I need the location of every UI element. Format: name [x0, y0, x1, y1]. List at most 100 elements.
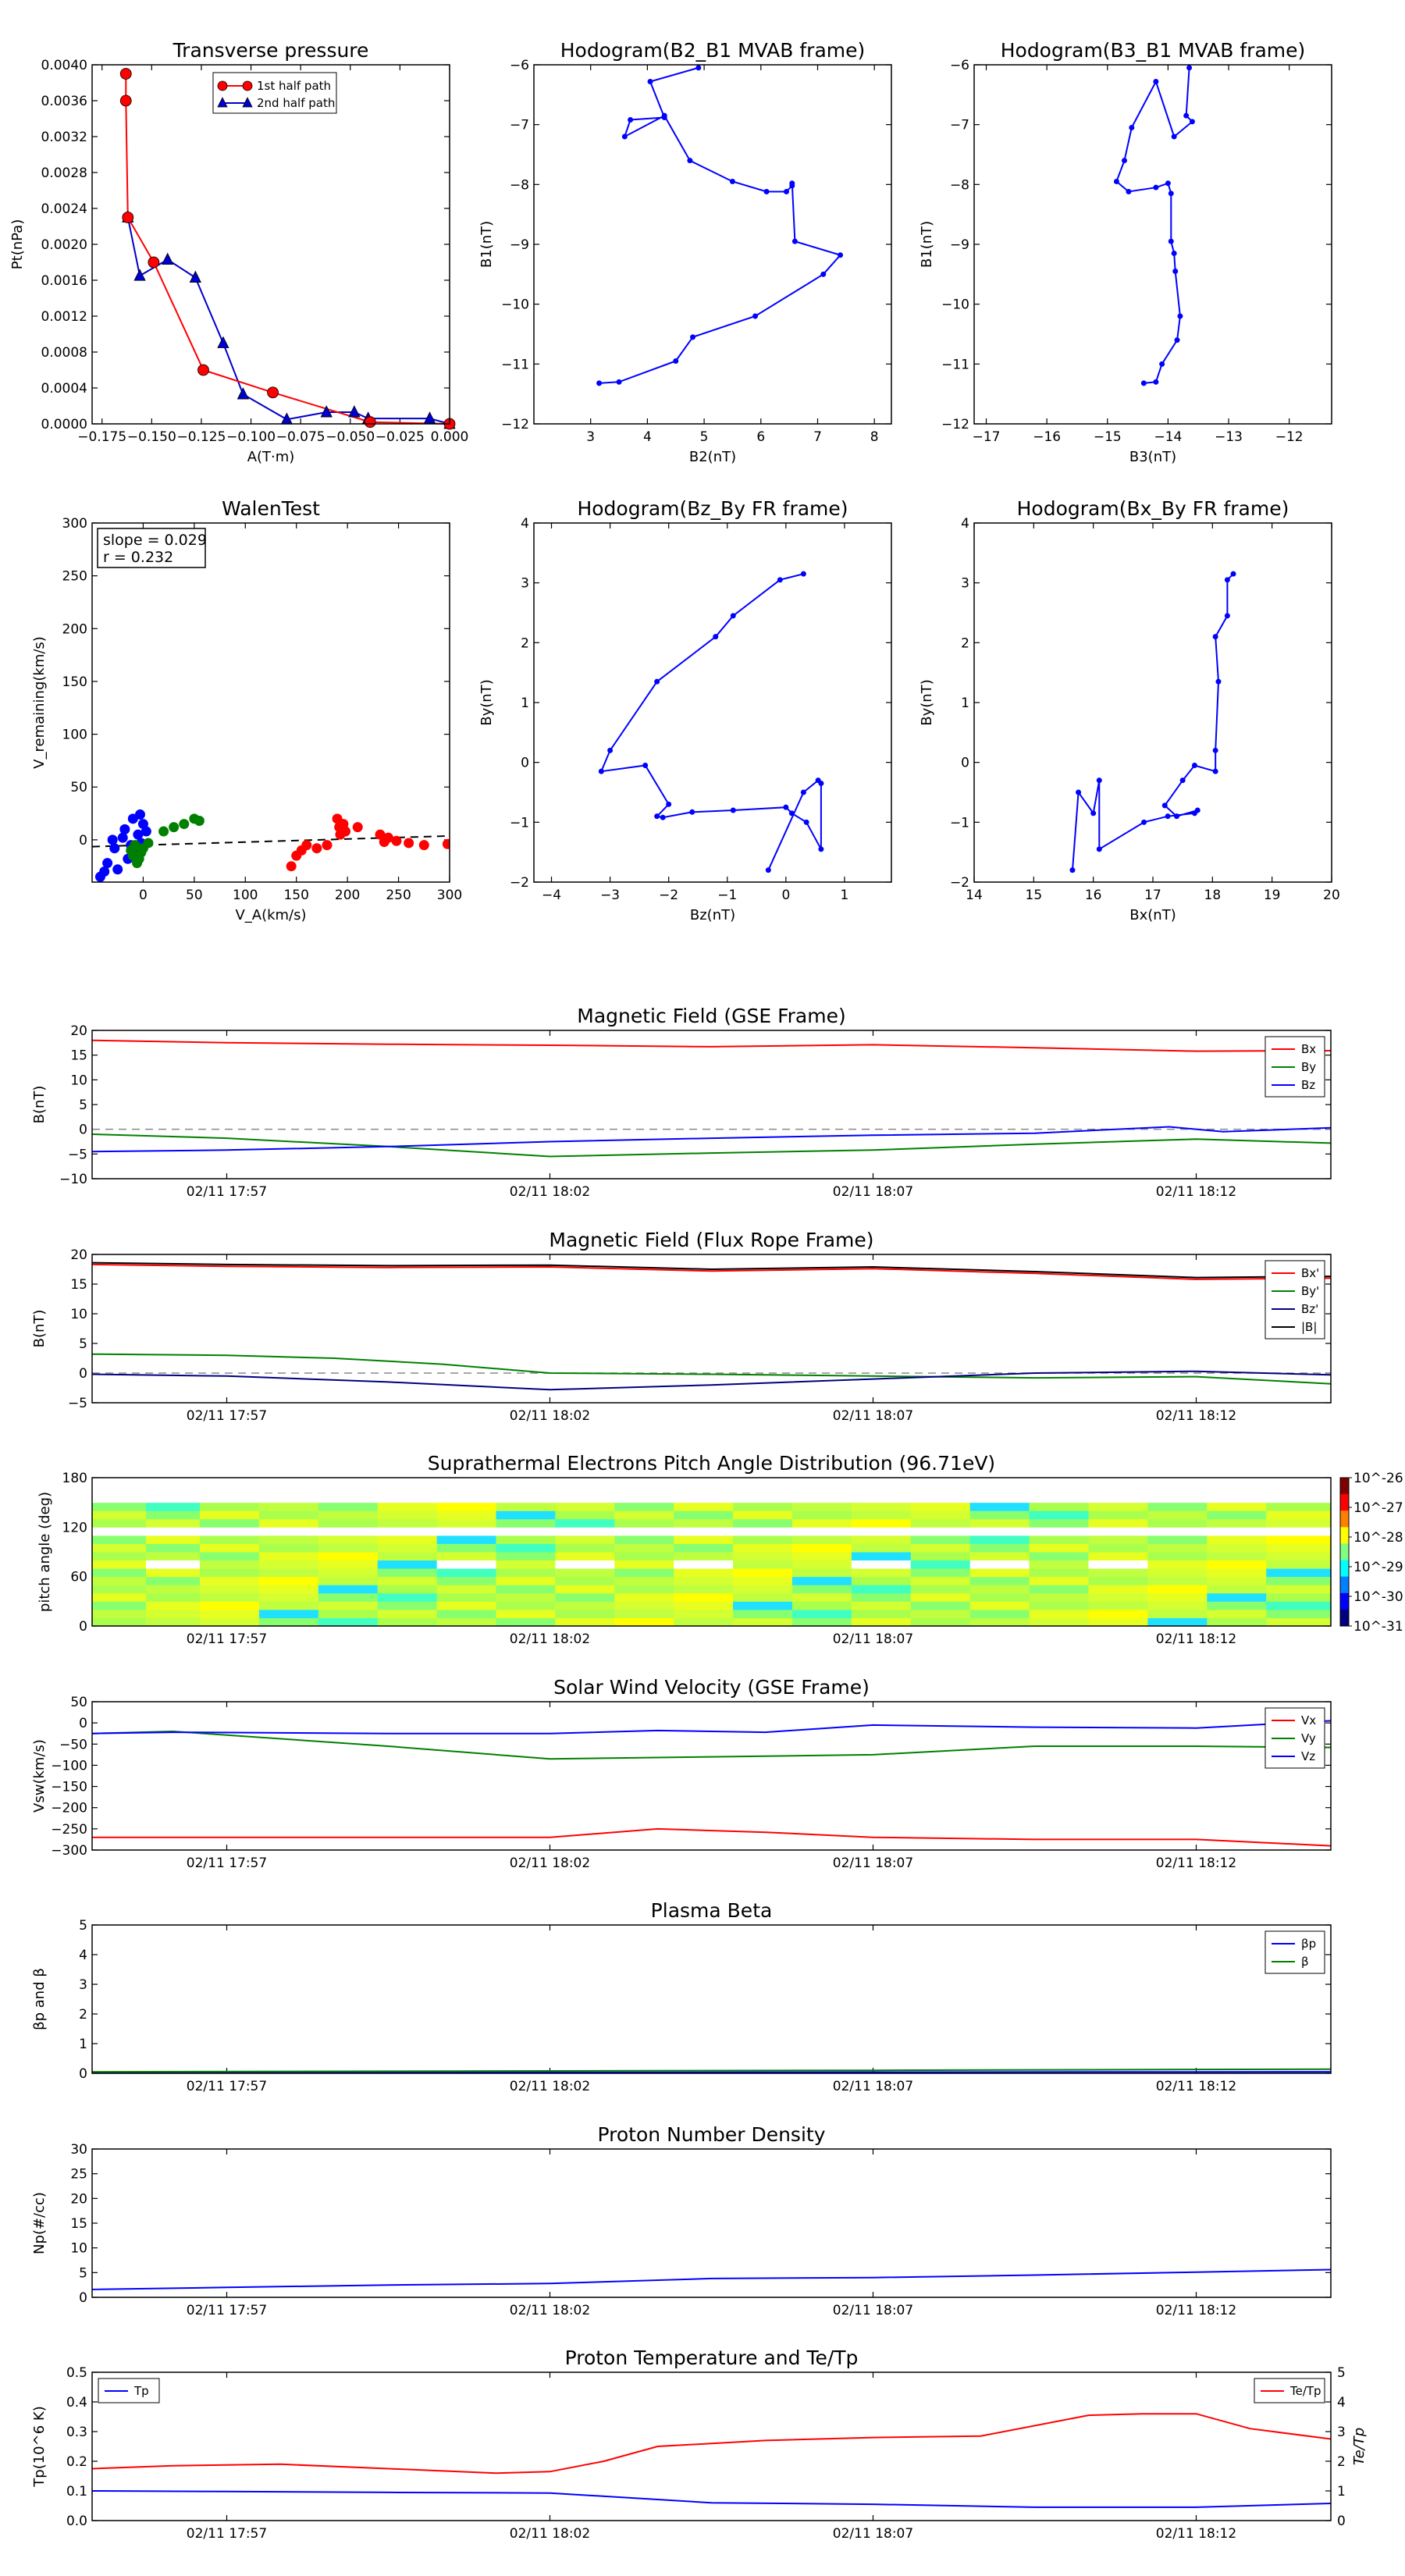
y-tick-label: 0.3: [66, 2425, 87, 2440]
heatmap-cell: [851, 1592, 912, 1602]
x-tick-label: 02/11 17:57: [187, 2079, 267, 2094]
x-tick-label: −17: [973, 429, 1001, 445]
walen-point: [442, 838, 450, 849]
marker-1st-half: [197, 364, 209, 376]
heatmap-cell: [377, 1552, 438, 1561]
heatmap-cell: [496, 1510, 556, 1520]
heatmap-cell: [674, 1568, 734, 1578]
heatmap-cell: [969, 1510, 1030, 1520]
y-tick-label: −1: [950, 815, 969, 831]
heatmap-cell: [92, 1518, 147, 1528]
hodogram-point: [616, 379, 622, 385]
legend-label: Bx': [1301, 1266, 1319, 1280]
series-line: [92, 1133, 1331, 1158]
x-tick-label: 200: [335, 888, 360, 903]
x-tick-label: −0.175: [77, 429, 126, 445]
x-tick-label: 02/11 17:57: [187, 1856, 267, 1871]
heatmap-cell: [851, 1601, 912, 1610]
legend-marker: [242, 80, 253, 91]
y-tick-label: 0: [79, 1619, 87, 1635]
y-tick-label: −5: [68, 1147, 87, 1162]
heatmap-cell: [146, 1609, 201, 1618]
heatmap-cell: [969, 1560, 1030, 1569]
marker-2nd-half: [348, 405, 361, 418]
colorbar-swatch: [1340, 1576, 1349, 1594]
heatmap-cell: [1088, 1601, 1148, 1610]
heatmap-cell: [1266, 1535, 1331, 1544]
y-tick-label: 20: [70, 1023, 87, 1039]
hodogram-point: [689, 809, 695, 815]
x-tick-label: 02/11 18:02: [510, 1856, 590, 1871]
heatmap-cell: [318, 1527, 379, 1536]
y-tick-label: −2: [510, 875, 529, 891]
heatmap-cell: [1147, 1617, 1208, 1626]
series-line: [92, 1261, 1331, 1279]
heatmap-cell: [910, 1576, 971, 1585]
heatmap-cell: [910, 1617, 971, 1626]
hodogram-point: [1069, 867, 1076, 873]
walen-point: [107, 834, 118, 845]
legend-label: Te/Tp: [1289, 2384, 1321, 2398]
y-tick-label: 2: [79, 2007, 87, 2023]
heatmap-cell: [146, 1535, 201, 1544]
heatmap-cell: [92, 1609, 147, 1618]
heatmap-cell: [200, 1617, 260, 1626]
series-line: [92, 2071, 1331, 2073]
heatmap-cell: [792, 1527, 852, 1536]
heatmap-cell: [1207, 1543, 1267, 1553]
hodogram-point: [1168, 190, 1174, 197]
x-tick-label: 20: [1323, 888, 1340, 903]
heatmap-cell: [436, 1609, 496, 1618]
colorbar-label: 10^-30: [1353, 1589, 1403, 1605]
panel-title: Hodogram(Bz_By FR frame): [577, 497, 848, 520]
heatmap-cell: [200, 1543, 260, 1553]
legend-label: |B|: [1301, 1320, 1317, 1334]
heatmap-cell: [674, 1617, 734, 1626]
plot-area: [92, 809, 450, 882]
series-line-tetp: [92, 2413, 1331, 2475]
annotation-frame: [97, 528, 206, 568]
heatmap-cell: [1088, 1592, 1148, 1602]
x-axis-label: V_A(km/s): [235, 907, 306, 923]
heatmap-cell: [1088, 1568, 1148, 1578]
x-axis-label: Bx(nT): [1129, 907, 1176, 923]
heatmap-cell: [1088, 1552, 1148, 1561]
heatmap-cell: [851, 1560, 912, 1569]
heatmap-cell: [1147, 1527, 1208, 1536]
x-tick-label: 0: [139, 888, 148, 903]
hodogram-point: [1161, 802, 1168, 809]
heatmap-cell: [555, 1592, 615, 1602]
y-tick-label: 100: [62, 728, 87, 743]
walen-point: [391, 835, 402, 846]
y-tick-label: 15: [70, 1048, 87, 1064]
heatmap-cell: [318, 1502, 379, 1511]
y-tick-label: −6: [950, 58, 969, 73]
heatmap-cell: [318, 1576, 379, 1585]
series-line: [92, 2268, 1331, 2290]
right-y-tick-label: 3: [1337, 2425, 1346, 2440]
heatmap-cell: [377, 1592, 438, 1602]
heatmap-cell: [792, 1510, 852, 1520]
heatmap-cell: [1029, 1617, 1089, 1626]
y-tick-label: 10: [70, 1073, 87, 1088]
heatmap-cell: [792, 1609, 852, 1618]
x-tick-label: 02/11 18:02: [510, 1184, 590, 1200]
heatmap-cell: [436, 1601, 496, 1610]
walen-point: [143, 838, 154, 849]
heatmap-cell: [258, 1609, 319, 1618]
y-tick-label: 0: [79, 833, 87, 849]
hodogram-path: [599, 66, 842, 384]
y-tick-label: 0.0028: [41, 165, 87, 181]
y-tick-label: 30: [70, 2142, 87, 2158]
heatmap-cell: [496, 1535, 556, 1544]
y-tick-label: 1: [521, 696, 529, 711]
x-tick-label: 7: [813, 429, 822, 445]
hodogram-point: [1165, 813, 1171, 820]
heatmap-cell: [200, 1478, 260, 1503]
y-tick-label: −12: [501, 417, 529, 432]
panel-title: WalenTest: [222, 497, 320, 520]
hodogram-point: [687, 158, 693, 164]
heatmap-cell: [496, 1518, 556, 1528]
hodogram-point: [690, 334, 696, 340]
y-tick-label: 120: [62, 1520, 87, 1535]
